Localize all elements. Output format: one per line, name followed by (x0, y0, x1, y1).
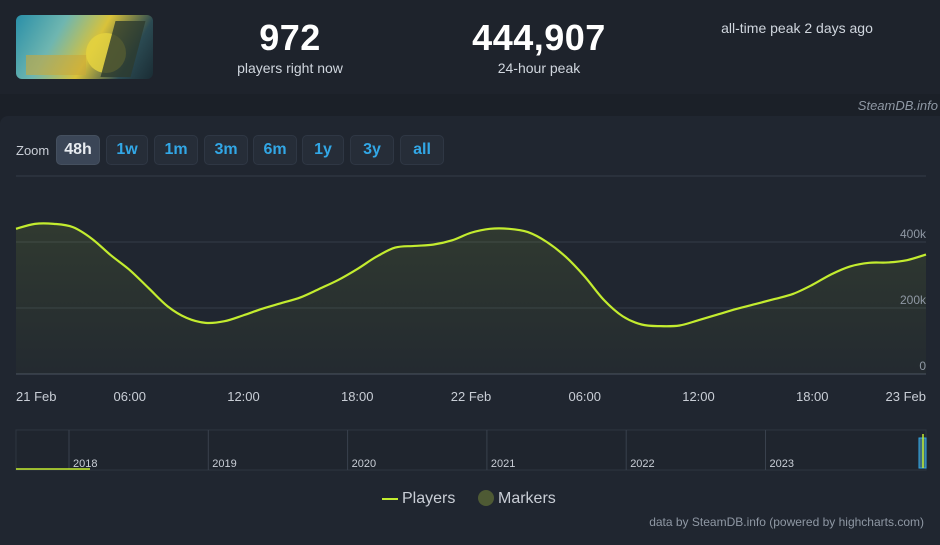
zoom-label: Zoom (16, 143, 50, 158)
navigator-year-label: 2021 (491, 458, 515, 470)
current-players-label: players right now (237, 60, 343, 76)
legend-markers-symbol (478, 490, 494, 506)
zoom-button-3y[interactable]: 3y (350, 135, 394, 165)
peak-24h-label: 24-hour peak (497, 60, 581, 76)
zoom-button-48h[interactable]: 48h (56, 135, 100, 165)
legend-item-markers[interactable]: Markers (498, 490, 556, 507)
x-tick-label: 06:00 (113, 389, 146, 404)
legend-item-players[interactable]: Players (402, 490, 456, 507)
navigator-year-label: 2019 (212, 458, 236, 470)
y-tick-label: 200k (900, 293, 927, 307)
all-time-peak-label: all-time peak 2 days ago (721, 20, 873, 36)
highcharts-credit[interactable]: data by SteamDB.info (powered by highcha… (649, 515, 924, 529)
navigator-year-label: 2018 (73, 458, 97, 470)
all-time-peak-stat: all-time peak 2 days ago (697, 18, 897, 36)
stats-header (0, 0, 940, 94)
navigator-year-label: 2020 (352, 458, 376, 470)
zoom-button-1m[interactable]: 1m (154, 135, 198, 165)
x-tick-label: 12:00 (682, 389, 715, 404)
steamdb-credit[interactable]: SteamDB.info (857, 98, 938, 113)
navigator-year-label: 2022 (630, 458, 654, 470)
zoom-button-all[interactable]: all (400, 135, 444, 165)
current-players-stat: 972 players right now (200, 17, 380, 77)
x-tick-label: 06:00 (568, 389, 601, 404)
y-tick-label: 400k (900, 227, 927, 241)
peak-24h-stat: 444,907 24-hour peak (439, 17, 639, 77)
players-area (16, 223, 926, 374)
x-tick-label: 12:00 (227, 389, 260, 404)
navigator-year-label: 2023 (770, 458, 794, 470)
x-tick-label: 18:00 (341, 389, 374, 404)
zoom-button-3m[interactable]: 3m (204, 135, 248, 165)
players-series-line[interactable] (15, 222, 927, 328)
x-tick-label: 23 Feb (886, 389, 926, 404)
zoom-button-6m[interactable]: 6m (253, 135, 297, 165)
y-tick-label: 0 (919, 359, 926, 373)
game-thumbnail[interactable] (16, 15, 153, 79)
x-tick-label: 22 Feb (451, 389, 491, 404)
x-tick-label: 18:00 (796, 389, 829, 404)
current-players-value: 972 (259, 17, 321, 58)
navigator[interactable] (15, 429, 927, 471)
x-tick-label: 21 Feb (16, 389, 56, 404)
zoom-button-1w[interactable]: 1w (106, 135, 148, 165)
peak-24h-value: 444,907 (472, 17, 606, 58)
zoom-button-1y[interactable]: 1y (302, 135, 344, 165)
